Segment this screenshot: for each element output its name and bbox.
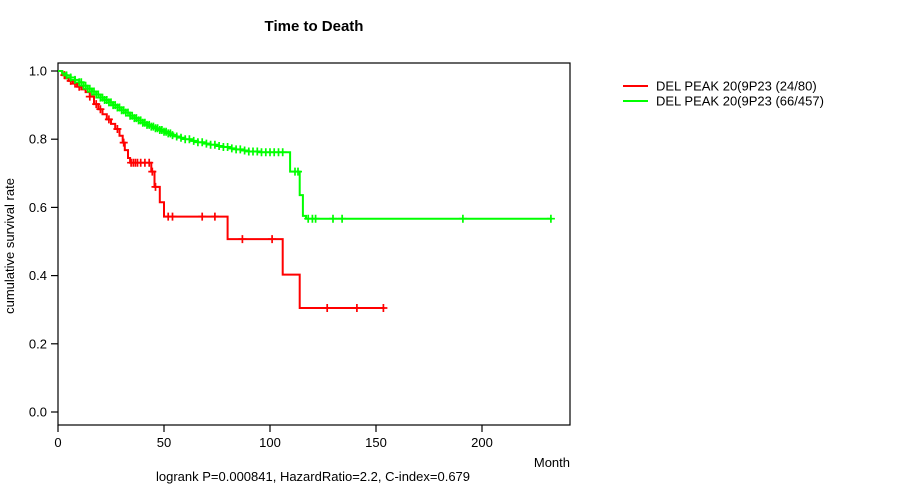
survival-curve-1	[58, 70, 552, 220]
x-tick-label: 100	[259, 435, 281, 450]
y-tick-label: 0.8	[29, 132, 47, 147]
y-tick-label: 0.0	[29, 405, 47, 420]
legend: DEL PEAK 20(9P23 (24/80) DEL PEAK 20(9P2…	[623, 79, 824, 109]
legend-label-red: DEL PEAK 20(9P23 (24/80)	[656, 79, 817, 94]
y-axis-label: cumulative survival rate	[2, 178, 17, 314]
censor-marks-1	[62, 71, 555, 223]
plot-content: 0 50 100 150 200 0.0 0.2 0.4 0.6 0.8 1.0	[29, 62, 571, 450]
legend-label-green: DEL PEAK 20(9P23 (66/457)	[656, 94, 824, 109]
x-axis-label: Month	[534, 455, 570, 470]
x-tick-label: 0	[54, 435, 61, 450]
x-tick-label: 50	[157, 435, 171, 450]
chart-title: Time to Death	[265, 18, 364, 35]
x-tick-label: 150	[365, 435, 387, 450]
plot-box	[57, 62, 571, 426]
y-tick-label: 0.6	[29, 200, 47, 215]
footer-stats: logrank P=0.000841, HazardRatio=2.2, C-i…	[156, 469, 470, 484]
y-tick-label: 0.2	[29, 336, 47, 351]
censor-marks-0	[60, 71, 388, 312]
y-tick-label: 0.4	[29, 268, 47, 283]
y-tick-label: 1.0	[29, 64, 47, 79]
x-tick-label: 200	[471, 435, 493, 450]
survival-curve-0	[58, 70, 385, 309]
